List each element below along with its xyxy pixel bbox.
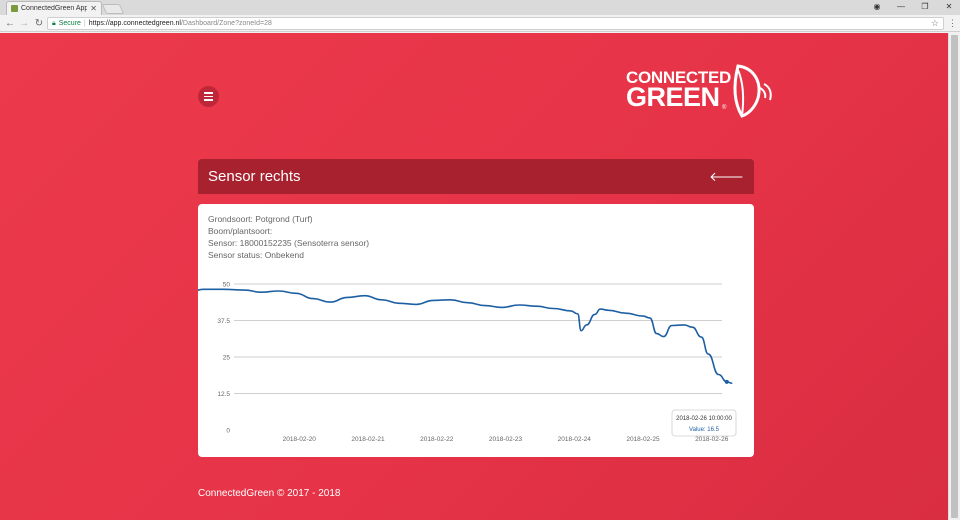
connectedgreen-logo[interactable]: CONNECTED GREEN ®	[624, 60, 774, 122]
tooltip-value: Value: 16.5	[689, 427, 720, 433]
sensor-line-chart[interactable]: 50 37.5 25 12.5 0 2018-02-20 2018-02-21 2018-02…	[198, 274, 754, 449]
sensor-info: Grondsoort: Potgrond (Turf) Boom/plantso…	[208, 213, 369, 261]
sensor-id-text: Sensor: 18000152235 (Sensoterra sensor)	[208, 238, 370, 248]
x-tick-label: 2018-02-26	[695, 436, 729, 443]
secure-label: Secure	[58, 20, 81, 27]
sensor-status-text: Sensor status: Onbekend	[208, 250, 304, 260]
x-tick-label: 2018-02-24	[558, 436, 592, 443]
favicon-icon	[11, 5, 18, 12]
panel-title: Sensor rechts	[208, 168, 301, 185]
hamburger-menu-button[interactable]	[198, 86, 219, 107]
menu-bar-icon	[204, 99, 213, 101]
registered-mark: ®	[722, 105, 727, 111]
leaf-icon	[733, 64, 772, 118]
browser-menu-icon[interactable]: ⋮	[948, 18, 957, 28]
hover-point	[724, 379, 729, 384]
x-tick-label: 2018-02-21	[351, 436, 385, 443]
x-tick-label: 2018-02-20	[283, 436, 317, 443]
tooltip-title: 2018-02-26 10:00:00	[676, 416, 732, 422]
url-path: /Dashboard/Zone?zoneId=28	[180, 20, 272, 27]
browser-tab[interactable]: ConnectedGreen App ✕	[6, 1, 102, 15]
profile-icon[interactable]: ◉	[873, 2, 881, 11]
tooltip-box	[671, 409, 737, 437]
logo-text-connected: CONNECTED	[626, 68, 731, 87]
series-line	[198, 288, 733, 385]
y-tick-label: 0	[226, 428, 230, 435]
separator: |	[83, 20, 86, 27]
y-tick-label: 12.5	[217, 391, 230, 398]
x-tick-label: 2018-02-22	[420, 436, 454, 443]
menu-bar-icon	[204, 92, 213, 94]
scrollbar-thumb[interactable]	[951, 35, 958, 518]
back-arrow-button[interactable]: 🡐︎	[709, 168, 744, 184]
y-tick-label: 37.5	[217, 318, 230, 325]
menu-bar-icon	[204, 95, 213, 98]
address-bar[interactable]: 🔒︎ Secure | https://app.connectedgreen.n…	[47, 17, 944, 30]
reload-icon[interactable]: ↻	[34, 18, 44, 29]
x-tick-label: 2018-02-25	[626, 436, 660, 443]
url-host: https://app.connectedgreen.nl	[88, 20, 181, 27]
lock-icon: 🔒︎	[52, 19, 56, 27]
page-scrollbar[interactable]	[948, 33, 960, 520]
close-tab-icon[interactable]: ✕	[90, 3, 97, 13]
soil-type-text: Grondsoort: Potgrond (Turf)	[208, 214, 313, 224]
y-tick-label: 25	[223, 355, 231, 362]
bookmark-star-icon[interactable]: ☆	[930, 18, 939, 28]
logo-text-green: GREEN	[626, 82, 720, 112]
close-window-icon[interactable]: ✕	[945, 2, 953, 11]
footer-copyright: ConnectedGreen © 2017 - 2018	[198, 488, 341, 499]
tab-title: ConnectedGreen App	[21, 5, 88, 12]
back-arrow-icon[interactable]: ←	[5, 18, 15, 29]
sensor-card: Grondsoort: Potgrond (Turf) Boom/plantso…	[198, 204, 754, 457]
new-tab-button[interactable]	[101, 4, 125, 14]
page-background: CONNECTED GREEN ® Sensor rechts 🡐︎ Grond…	[0, 33, 948, 520]
x-tick-label: 2018-02-23	[489, 436, 523, 443]
minimize-icon[interactable]: —	[897, 2, 905, 11]
browser-tab-strip: ConnectedGreen App ✕ ◉ — ❐ ✕	[0, 0, 960, 15]
y-tick-label: 50	[223, 282, 231, 289]
browser-toolbar: ← → ↻ 🔒︎ Secure | https://app.connectedg…	[0, 15, 960, 32]
maximize-icon[interactable]: ❐	[921, 2, 929, 11]
plant-type-text: Boom/plantsoort:	[208, 226, 273, 236]
forward-arrow-icon[interactable]: →	[19, 18, 29, 29]
panel-header: Sensor rechts 🡐︎	[198, 159, 754, 194]
